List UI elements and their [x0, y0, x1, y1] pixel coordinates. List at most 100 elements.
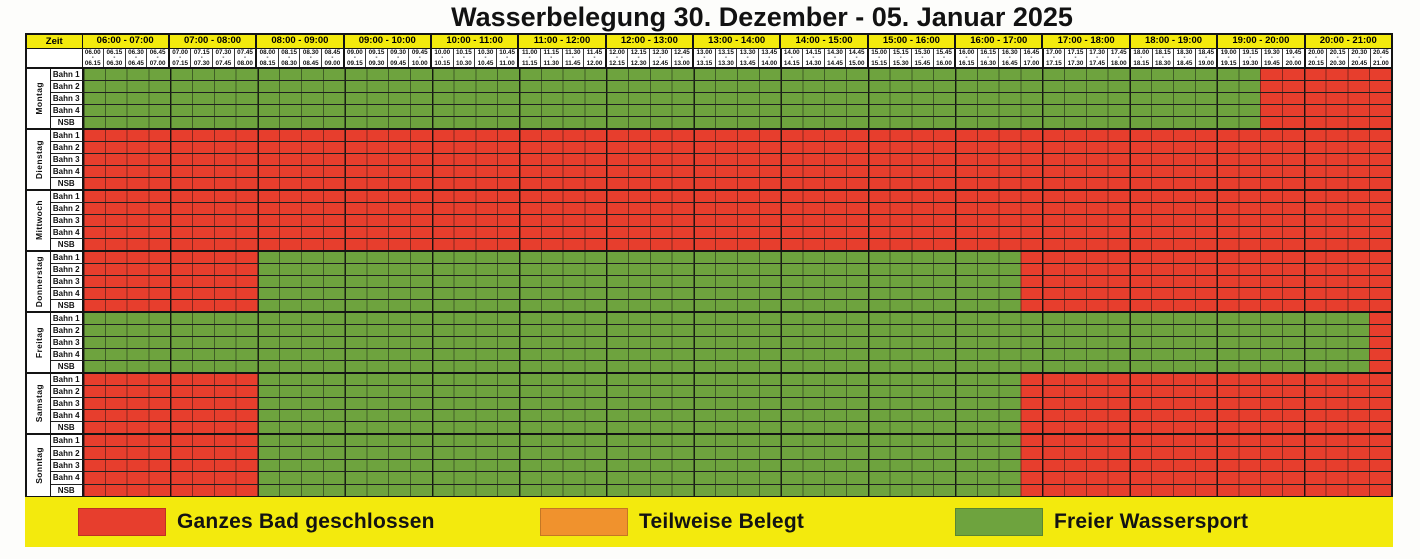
quarter-dash: -: [1117, 55, 1120, 61]
quarter-header-cell: 08.00-08.15: [257, 49, 279, 67]
header-corner-cell: [27, 49, 83, 67]
lane-row: Bahn 1: [51, 435, 1391, 448]
lane-schedule-track: [82, 386, 1391, 397]
lane-schedule-track: [82, 361, 1391, 372]
quarter-start-label: 08.30: [302, 49, 319, 56]
quarter-start-label: 10.30: [477, 49, 494, 56]
quarter-header-cell: 14.15-14.30: [803, 49, 825, 67]
lane-label: Bahn 1: [51, 252, 83, 263]
lane-row: Bahn 3: [51, 459, 1391, 473]
quarter-header-cell: 18.15-18.30: [1153, 49, 1175, 67]
quarter-start-label: 09.15: [368, 49, 385, 56]
quarter-end-label: 18.45: [1176, 60, 1193, 67]
lane-label: NSB: [51, 484, 83, 497]
quarter-dash: -: [266, 55, 269, 61]
day-block-mittwoch: Mittwoch Bahn 1 Bahn 2 Bahn 3 Bahn 4 NSB: [27, 191, 1391, 252]
lane-row: NSB: [51, 422, 1391, 433]
quarter-end-label: 11.30: [543, 60, 559, 67]
lane-row: Bahn 2: [51, 264, 1391, 276]
day-lanes: Bahn 1 Bahn 2 Bahn 3 Bahn 4 NSB: [51, 374, 1391, 433]
quarter-header-cell: 17.30-17.45: [1087, 49, 1109, 67]
lane-label: Bahn 4: [51, 410, 83, 421]
day-name-cell: Freitag: [27, 313, 51, 372]
quarter-dash: -: [703, 55, 706, 61]
lane-label: Bahn 3: [51, 215, 83, 226]
quarter-header-cell: 06.30-06.45: [126, 49, 148, 67]
quarter-start-label: 07.00: [172, 49, 189, 56]
hour-header-cell: 18:00 - 19:00: [1130, 35, 1219, 48]
quarter-end-label: 17.45: [1089, 60, 1105, 67]
lane-schedule-track: [82, 117, 1391, 128]
quarter-start-label: 19.30: [1263, 49, 1280, 56]
day-name-cell: Dienstag: [27, 130, 51, 189]
quarter-header-cell: 09.15-09.30: [366, 49, 388, 67]
quarter-end-label: 19.00: [1198, 60, 1214, 67]
quarter-dash: -: [462, 55, 465, 61]
lane-row: Bahn 2: [51, 386, 1391, 398]
quarter-end-label: 18.00: [1110, 60, 1127, 67]
quarter-end-label: 19.45: [1263, 60, 1280, 67]
hour-header-cell: 07:00 - 08:00: [169, 35, 258, 48]
lane-schedule-track: [82, 142, 1391, 153]
quarter-start-label: 19.00: [1220, 49, 1237, 56]
day-blocks-container: Montag Bahn 1 Bahn 2 Bahn 3 Bahn 4 NSB Diensta…: [27, 69, 1391, 497]
lane-row: Bahn 4: [51, 349, 1391, 361]
lane-label: Bahn 4: [51, 472, 83, 484]
lane-schedule-track: [82, 264, 1391, 275]
quarter-end-label: 17.15: [1046, 60, 1062, 67]
quarter-dash: -: [288, 55, 291, 61]
quarter-dash: -: [1052, 55, 1055, 61]
hour-header-cell: 11:00 - 12:00: [519, 35, 607, 48]
quarter-end-label: 17.00: [1023, 60, 1040, 67]
quarter-end-label: 06.30: [106, 60, 123, 67]
lane-row: NSB: [51, 484, 1391, 497]
quarter-header-cell: 11.30-11.45: [563, 49, 585, 67]
quarter-header-cell: 09.45-10.00: [409, 49, 432, 67]
quarter-dash: -: [768, 55, 771, 61]
quarter-header-cell: 19.00-19.15: [1218, 49, 1240, 67]
quarter-end-label: 09.15: [347, 60, 363, 67]
quarter-header-cell: 06.00-06.15: [83, 49, 105, 67]
lane-label: Bahn 4: [51, 166, 83, 177]
quarter-end-label: 16.00: [936, 60, 952, 67]
quarter-end-label: 13.15: [696, 60, 713, 67]
quarter-start-label: 20.00: [1308, 49, 1324, 56]
quarter-start-label: 13.15: [718, 49, 734, 56]
quarter-dash: -: [1249, 55, 1252, 61]
hour-header-cell: 16:00 - 17:00: [956, 35, 1044, 48]
day-name-label: Mittwoch: [33, 200, 44, 241]
day-lanes: Bahn 1 Bahn 2 Bahn 3 Bahn 4 NSB: [51, 252, 1391, 311]
quarter-start-label: 06.45: [149, 49, 166, 56]
quarter-start-label: 17.15: [1067, 49, 1084, 56]
quarter-start-label: 15.15: [892, 49, 909, 56]
quarter-end-label: 08.30: [281, 60, 298, 67]
lane-label: Bahn 3: [51, 398, 83, 409]
quarter-dash: -: [878, 55, 881, 61]
lane-row: Bahn 4: [51, 410, 1391, 422]
day-block-montag: Montag Bahn 1 Bahn 2 Bahn 3 Bahn 4 NSB: [27, 69, 1391, 130]
hour-header-cell: 06:00 - 07:00: [82, 35, 170, 48]
quarter-dash: -: [1030, 55, 1033, 61]
quarter-dash: -: [91, 55, 94, 61]
day-name-cell: Samstag: [27, 374, 51, 433]
hour-header-cell: 13:00 - 14:00: [694, 35, 782, 48]
quarter-dash: -: [812, 55, 815, 61]
quarter-start-label: 11.45: [586, 49, 603, 56]
lane-schedule-track: [82, 191, 1391, 202]
lane-schedule-track: [82, 178, 1391, 189]
quarter-end-label: 12.45: [652, 60, 669, 67]
quarter-header-cell: 13.45-14.00: [759, 49, 782, 67]
quarter-header-cell: 09.30-09.45: [388, 49, 410, 67]
lane-label: NSB: [51, 117, 83, 128]
lane-row: Bahn 1: [51, 252, 1391, 264]
quarter-header-cell: 14.00-14.15: [782, 49, 804, 67]
lane-schedule-track: [82, 252, 1391, 263]
lane-schedule-track: [82, 69, 1391, 80]
day-name-label: Montag: [33, 82, 44, 115]
lane-row: NSB: [51, 300, 1391, 311]
quarter-start-label: 17.45: [1110, 49, 1127, 56]
quarter-dash: -: [899, 55, 902, 61]
lane-schedule-track: [82, 410, 1391, 421]
lane-schedule-track: [82, 300, 1391, 311]
